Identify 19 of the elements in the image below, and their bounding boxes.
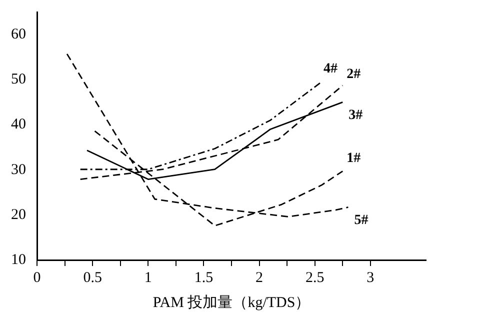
x-tick-label: 3	[366, 270, 374, 286]
series-label: 4#	[324, 62, 338, 76]
y-tick-label: 60	[11, 26, 26, 42]
x-tick-label: 0	[33, 270, 41, 286]
series-label: 1#	[346, 150, 361, 166]
x-tick-label: 1	[144, 270, 152, 286]
x-axis-title: PAM 投加量（kg/TDS）	[152, 294, 310, 311]
y-tick-label: 40	[11, 116, 26, 133]
y-tick-label: 20	[11, 206, 26, 223]
x-tick-label: 2	[256, 270, 264, 286]
x-tick-label: 2.5	[305, 270, 324, 286]
series-label: 5#	[354, 212, 368, 228]
x-tick-label: 0.5	[83, 270, 102, 286]
y-tick-label: 30	[11, 162, 26, 178]
x-tick-label: 1.5	[194, 270, 214, 286]
series-label: 2#	[346, 67, 361, 82]
series-label: 3#	[348, 108, 363, 123]
y-tick-label: 10	[11, 252, 26, 268]
y-tick-label: 50	[11, 72, 26, 88]
